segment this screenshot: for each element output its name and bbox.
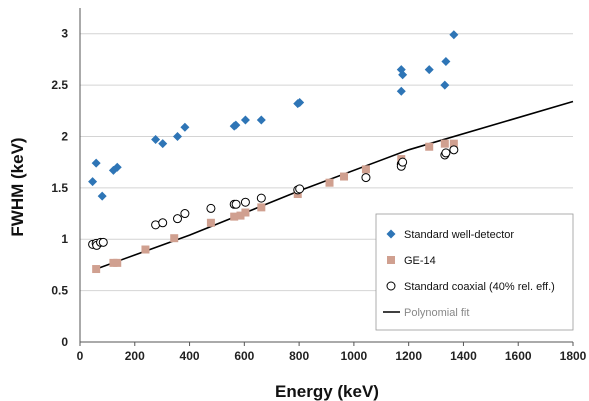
- well-detector-point: [240, 115, 250, 125]
- ge14-point: [425, 142, 434, 151]
- y-tick-labels: 0 0.5 1 1.5 2 2.5 3: [51, 27, 68, 349]
- well-detector-point: [396, 86, 406, 96]
- well-detector-point: [97, 191, 107, 201]
- well-detector-point: [449, 30, 459, 40]
- legend-label-ge14: GE-14: [404, 255, 436, 267]
- ge14-point: [170, 234, 179, 243]
- ge14-point: [230, 212, 239, 221]
- legend-label-coaxial: Standard coaxial (40% rel. eff.): [404, 281, 555, 293]
- legend-box: [375, 213, 574, 331]
- y-tick-label: 0: [61, 335, 68, 349]
- ge14-point: [141, 245, 150, 254]
- ge14-point: [257, 203, 266, 212]
- well-detector-point: [173, 131, 183, 141]
- well-detector-point: [441, 56, 451, 66]
- coaxial-point: [240, 197, 250, 207]
- coaxial-point: [180, 209, 190, 219]
- ge14-point: [440, 139, 449, 148]
- ge14-point: [340, 172, 349, 181]
- well-detector-point: [88, 177, 98, 187]
- x-tick-label: 400: [180, 349, 200, 363]
- ge14-point: [241, 208, 250, 217]
- x-tick-label: 1200: [395, 349, 422, 363]
- coaxial-point: [206, 203, 216, 213]
- coaxial-point: [295, 184, 305, 194]
- ge14-point: [236, 211, 245, 220]
- x-tick-label: 1800: [560, 349, 587, 363]
- well-detector-point: [151, 135, 161, 145]
- coaxial-point: [98, 237, 108, 247]
- legend-marker-well-detector-point: [386, 229, 396, 239]
- well-detector-point: [112, 162, 122, 172]
- legend-marker-coaxial-point: [386, 281, 396, 291]
- y-tick-label: 0.5: [51, 284, 68, 298]
- axes: [79, 8, 574, 346]
- x-tick-label: 800: [289, 349, 309, 363]
- well-detector-point: [295, 98, 305, 108]
- well-detector-point: [158, 139, 168, 149]
- y-tick-label: 1.5: [51, 181, 68, 195]
- y-tick-label: 2: [61, 129, 68, 143]
- coaxial-point: [449, 145, 459, 155]
- ge14-point: [206, 218, 215, 227]
- x-tick-label: 0: [77, 349, 84, 363]
- ge14-point: [361, 165, 370, 174]
- well-detector-point: [91, 158, 101, 168]
- well-detector-point: [231, 120, 241, 130]
- ge14-point: [325, 178, 334, 187]
- well-detector-point: [424, 65, 434, 75]
- x-tick-label: 1400: [450, 349, 477, 363]
- well-detector-point: [180, 122, 190, 132]
- ge14-point: [113, 258, 122, 267]
- y-tick-label: 3: [61, 27, 68, 41]
- x-tick-label: 600: [234, 349, 254, 363]
- y-axis-title: FWHM (keV): [8, 137, 27, 236]
- legend-marker-ge14-point: [387, 256, 395, 264]
- legend-label-fit: Polynomial fit: [404, 307, 469, 319]
- legend: Standard well-detector GE-14 Standard co…: [375, 213, 574, 331]
- data-points: [88, 30, 459, 274]
- x-tick-label: 1600: [505, 349, 532, 363]
- well-detector-point: [398, 70, 408, 80]
- coaxial-point: [441, 148, 451, 158]
- x-axis-title: Energy (keV): [275, 382, 379, 401]
- coaxial-point: [398, 157, 408, 167]
- coaxial-point: [231, 199, 241, 209]
- coaxial-point: [158, 218, 168, 228]
- well-detector-point: [440, 80, 450, 90]
- coaxial-point: [361, 173, 371, 183]
- well-detector-point: [256, 115, 266, 125]
- coaxial-point: [173, 214, 183, 224]
- y-tick-label: 2.5: [51, 78, 68, 92]
- ge14-point: [449, 139, 458, 148]
- y-tick-label: 1: [61, 232, 68, 246]
- ge14-point: [92, 265, 101, 274]
- x-tick-labels: 0 200 400 600 800 1000 1200 1400 1600 1800: [77, 349, 587, 363]
- x-tick-label: 200: [125, 349, 145, 363]
- x-tick-label: 1000: [341, 349, 368, 363]
- coaxial-point: [256, 193, 266, 203]
- legend-label-well: Standard well-detector: [404, 229, 514, 241]
